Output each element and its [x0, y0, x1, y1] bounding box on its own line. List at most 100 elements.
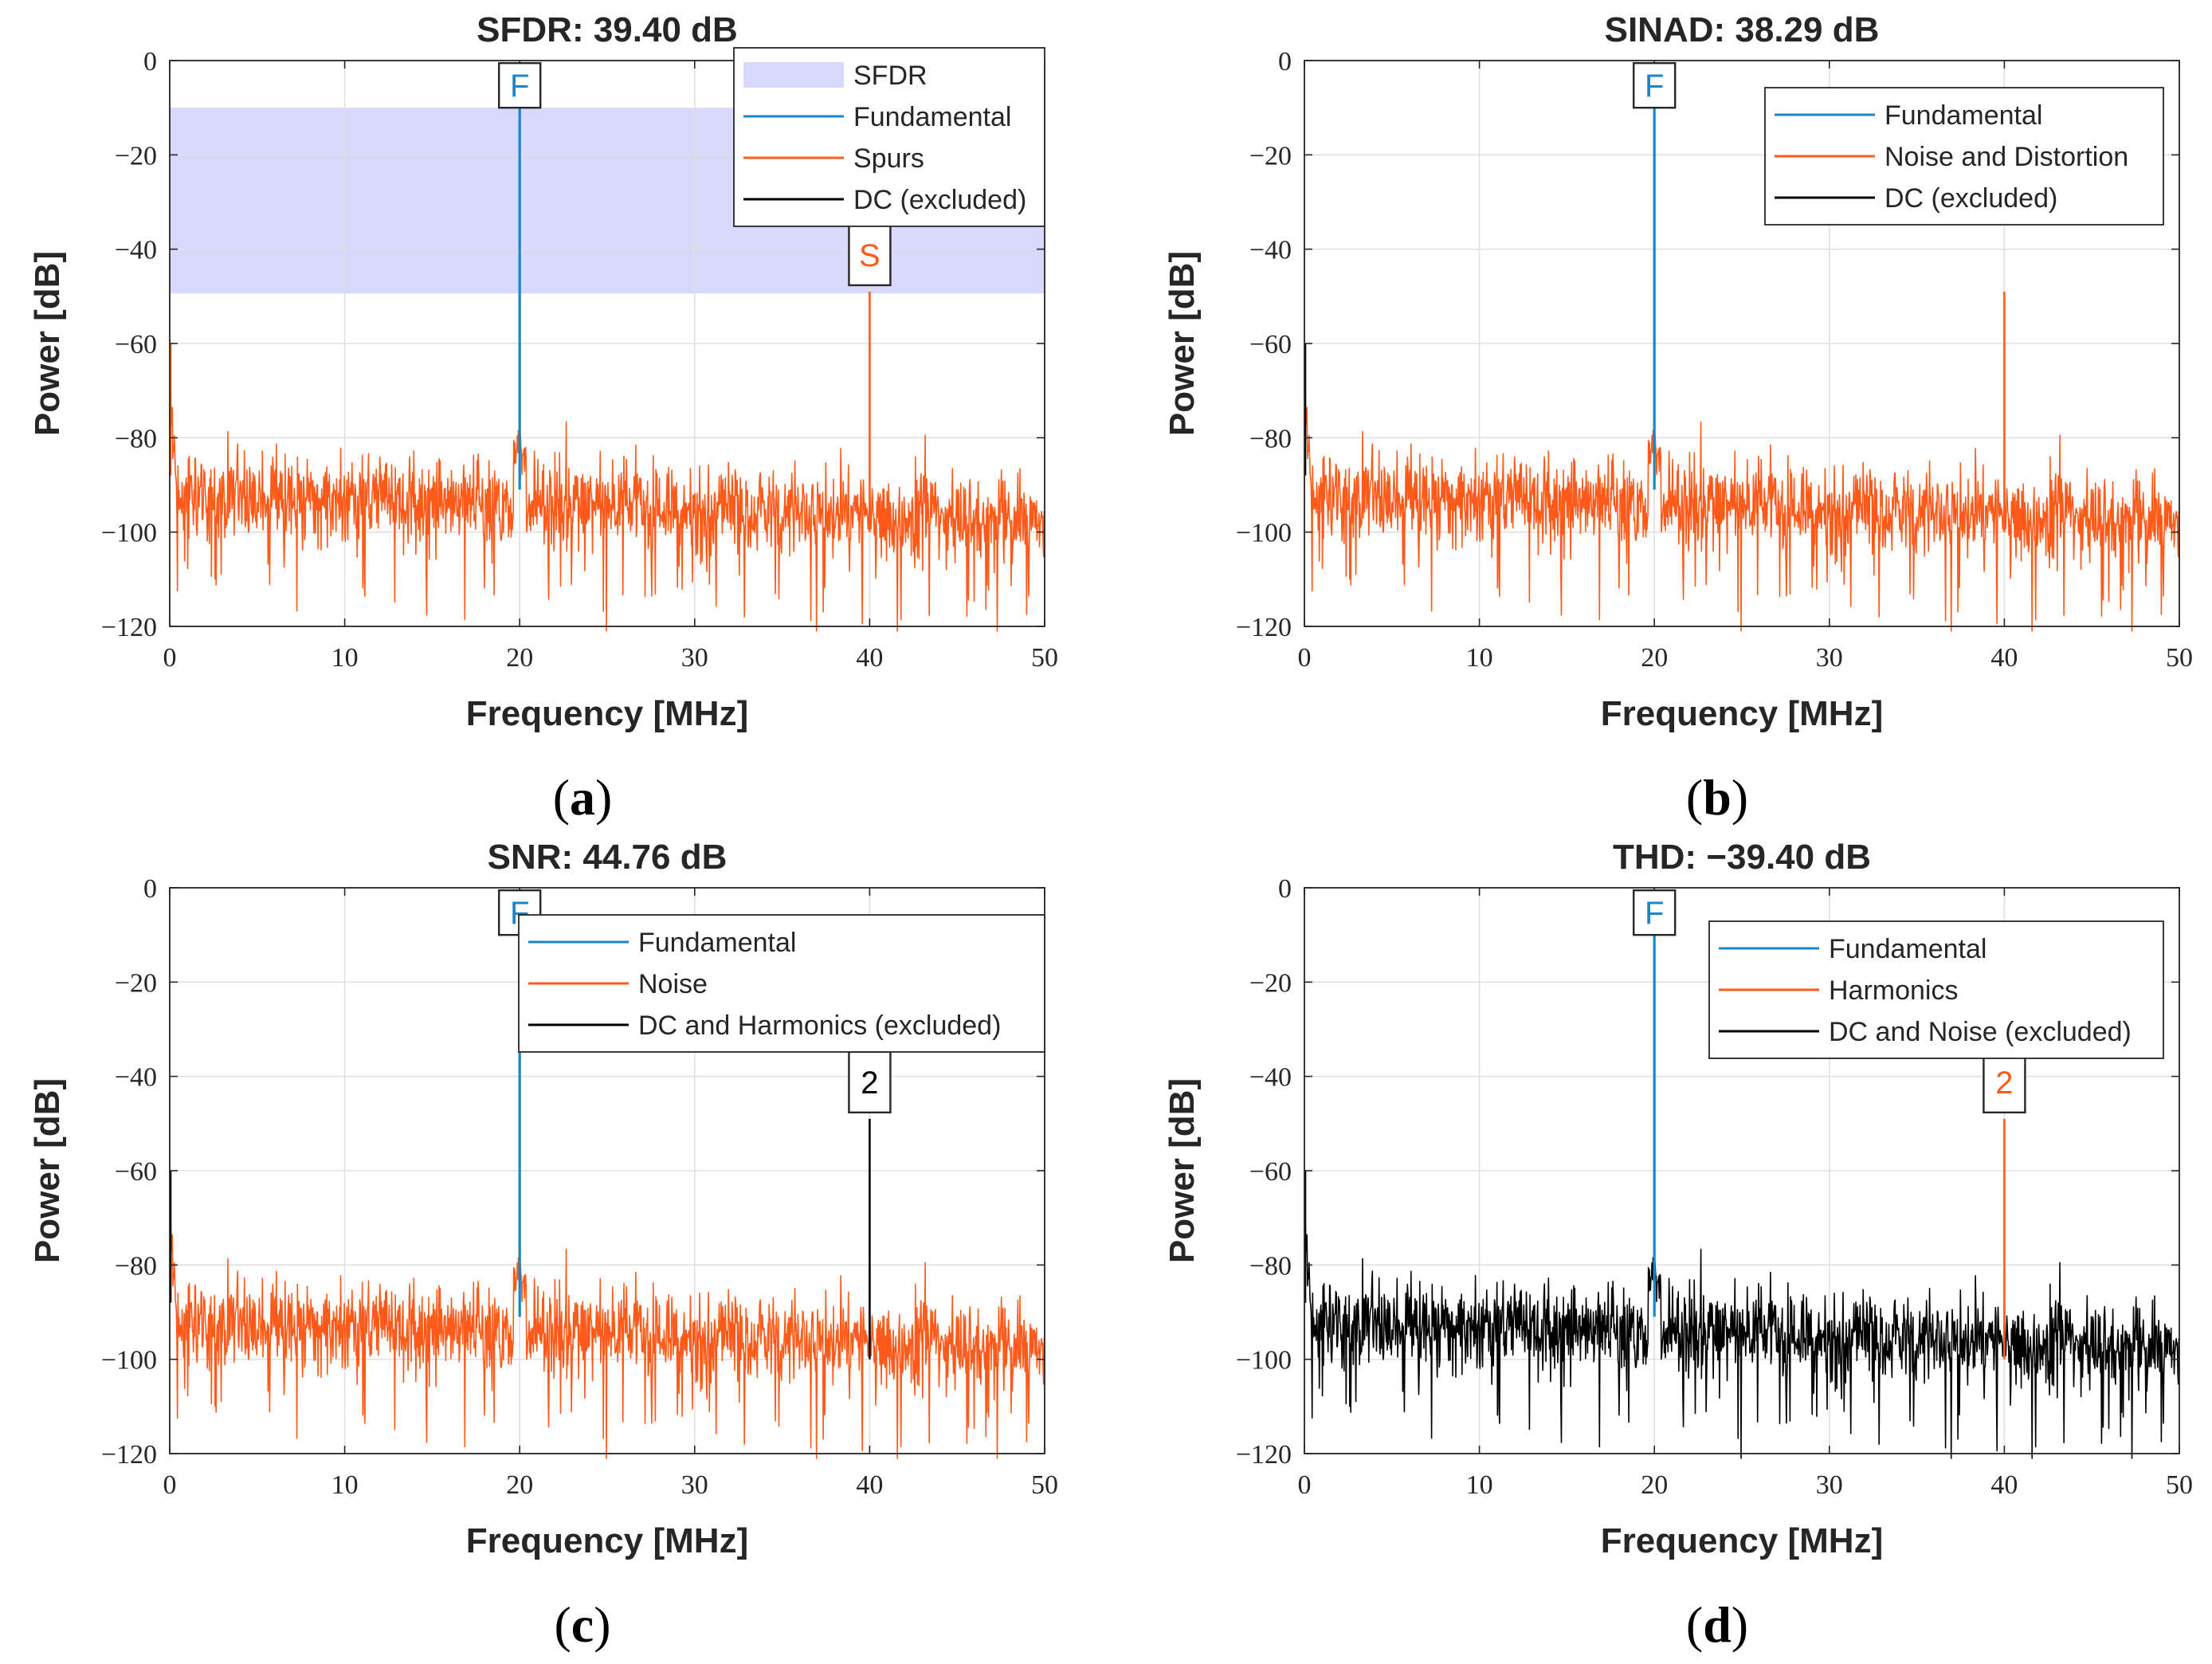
x-tick-label: 10 — [1466, 1470, 1493, 1500]
subfigure-label: (b) — [1686, 769, 1748, 826]
legend-label: DC (excluded) — [1885, 183, 2057, 214]
x-tick-label: 30 — [681, 1470, 708, 1500]
x-tick-label: 30 — [1816, 643, 1843, 673]
x-tick-label: 10 — [1466, 643, 1493, 673]
legend-label: DC and Noise (excluded) — [1829, 1017, 2132, 1047]
x-axis-label: Frequency [MHz] — [466, 694, 748, 733]
legend-label: Fundamental — [1829, 934, 1986, 964]
marker-label: S — [859, 238, 880, 273]
x-tick-label: 30 — [681, 643, 708, 673]
legend-label: Spurs — [853, 143, 924, 174]
y-tick-label: −120 — [101, 613, 157, 642]
marker-label: F — [510, 69, 529, 104]
chart-title: SINAD: 38.29 dB — [1605, 10, 1880, 49]
y-tick-label: 0 — [143, 47, 157, 77]
y-tick-label: −100 — [1236, 1346, 1292, 1376]
plot-area: 0 10 20 30 40 50 0 −20 −40 −60 −80 −100 −120 F 2 Fundam… — [1236, 874, 2193, 1500]
x-tick-label: 0 — [1298, 1470, 1312, 1500]
y-axis-label: Power [dB] — [28, 1078, 67, 1263]
x-axis-label: Frequency [MHz] — [1601, 694, 1883, 733]
y-tick-label: −60 — [1249, 330, 1292, 359]
noise-trace — [1304, 1224, 2180, 1459]
chart-title: SNR: 44.76 dB — [488, 838, 728, 877]
marker-box — [1632, 61, 1677, 109]
y-tick-label: −40 — [1249, 1063, 1292, 1093]
y-tick-label: −20 — [115, 141, 157, 171]
x-tick-label: 20 — [506, 643, 533, 673]
y-tick-label: −120 — [1236, 1440, 1292, 1470]
y-tick-label: −80 — [115, 1251, 157, 1281]
y-axis-label: Power [dB] — [1163, 1078, 1202, 1263]
x-tick-label: 50 — [2166, 1470, 2193, 1500]
legend-label: Noise — [638, 969, 708, 999]
y-tick-label: −20 — [1249, 968, 1292, 998]
chart-title: THD: −39.40 dB — [1613, 838, 1871, 877]
y-tick-label: −100 — [101, 1346, 157, 1376]
legend: Fundamental Noise and Distortion DC (exclu… — [1764, 87, 2164, 226]
y-tick-label: 0 — [1278, 874, 1292, 904]
noise-trace — [169, 397, 1045, 632]
marker-box — [498, 61, 542, 109]
y-tick-label: −20 — [1249, 141, 1292, 171]
legend-label: DC (excluded) — [853, 185, 1026, 215]
x-tick-label: 0 — [1298, 643, 1312, 673]
x-tick-label: 20 — [506, 1470, 533, 1500]
legend-label: Harmonics — [1829, 975, 1958, 1006]
x-axis-label: Frequency [MHz] — [1601, 1521, 1883, 1560]
y-tick-label: −60 — [115, 1157, 157, 1187]
legend: SFDR Fundamental Spurs DC (excluded) — [733, 47, 1045, 227]
y-tick-label: −60 — [115, 330, 157, 359]
y-tick-label: −40 — [115, 236, 157, 265]
panel-c: SNR: 44.76 dB Frequency [MHz] Power [dB]… — [28, 838, 1058, 1653]
legend-label: SFDR — [853, 61, 928, 91]
plot-area: 0 10 20 30 40 50 0 −20 −40 −60 −80 −100 −120 F S SFDR Fu… — [101, 47, 1058, 673]
y-axis-label: Power [dB] — [28, 251, 67, 436]
x-tick-label: 50 — [1031, 643, 1058, 673]
y-tick-label: −40 — [115, 1063, 157, 1093]
x-tick-label: 30 — [1816, 1470, 1843, 1500]
panel-b: SINAD: 38.29 dB Frequency [MHz] Power [d… — [1163, 10, 2193, 826]
marker-label: F — [1645, 69, 1664, 104]
legend-label: Noise and Distortion — [1885, 142, 2128, 172]
y-tick-label: −60 — [1249, 1157, 1292, 1187]
panel-d: THD: −39.40 dB Frequency [MHz] Power [dB… — [1163, 838, 2193, 1653]
marker-label: 2 — [861, 1066, 878, 1101]
x-tick-label: 0 — [163, 643, 177, 673]
x-tick-label: 0 — [163, 1470, 177, 1500]
panel-a: SFDR: 39.40 dB Frequency [MHz] Power [dB… — [28, 10, 1058, 826]
y-tick-label: −120 — [1236, 613, 1292, 642]
x-axis-label: Frequency [MHz] — [466, 1521, 748, 1560]
x-tick-label: 20 — [1641, 643, 1668, 673]
y-tick-label: −100 — [101, 519, 157, 548]
y-tick-label: −80 — [1249, 1251, 1292, 1281]
legend-label: Fundamental — [1885, 100, 2042, 131]
y-tick-label: −20 — [115, 968, 157, 998]
x-tick-label: 20 — [1641, 1470, 1668, 1500]
subfigure-label: (a) — [553, 769, 613, 826]
marker-box — [848, 223, 892, 287]
x-tick-label: 10 — [331, 1470, 359, 1500]
chart-title: SFDR: 39.40 dB — [477, 10, 738, 49]
y-tick-label: −80 — [115, 424, 157, 453]
legend-swatch — [743, 62, 844, 88]
noise-trace — [169, 1224, 1045, 1459]
plot-area: 0 10 20 30 40 50 0 −20 −40 −60 −80 −100 −120 F Fundame… — [1236, 47, 2193, 673]
noise-trace — [1304, 397, 2180, 632]
plot-area: 0 10 20 30 40 500−20−40−60−80−100−120F2Fundam… — [101, 874, 1058, 1500]
marker-label: F — [1645, 896, 1664, 931]
legend-label: DC and Harmonics (excluded) — [638, 1011, 1001, 1041]
legend-label: Fundamental — [638, 928, 796, 958]
marker-box — [1632, 889, 1677, 936]
y-tick-label: −80 — [1249, 424, 1292, 453]
x-tick-label: 40 — [1990, 643, 2018, 673]
y-tick-label: −120 — [101, 1440, 157, 1470]
x-tick-label: 10 — [331, 643, 359, 673]
x-tick-label: 50 — [2166, 643, 2193, 673]
y-tick-label: 0 — [1278, 47, 1292, 77]
x-tick-label: 50 — [1031, 1470, 1058, 1500]
subfigure-label: (c) — [554, 1596, 610, 1653]
marker-label: 2 — [1995, 1066, 2013, 1101]
y-axis-label: Power [dB] — [1163, 251, 1202, 436]
x-tick-label: 40 — [1990, 1470, 2018, 1500]
